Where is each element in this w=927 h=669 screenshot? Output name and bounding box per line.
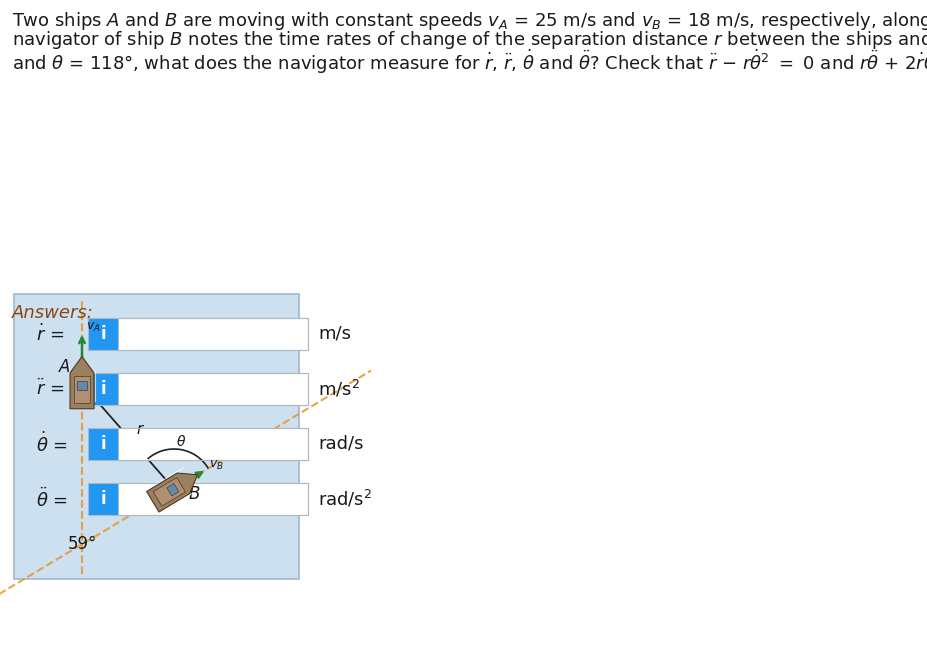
Bar	[88, 318, 118, 350]
Text: 59°: 59°	[68, 535, 97, 553]
Bar	[118, 428, 308, 460]
Text: Answers:: Answers:	[12, 304, 94, 322]
Polygon shape	[77, 381, 87, 389]
Polygon shape	[153, 478, 185, 506]
Text: $\dot{\theta}$ =: $\dot{\theta}$ =	[36, 432, 68, 456]
Text: rad/s$^2$: rad/s$^2$	[318, 488, 372, 510]
Bar	[118, 318, 308, 350]
Text: i: i	[100, 380, 106, 398]
Text: $v_A$: $v_A$	[86, 321, 101, 334]
Text: $\ddot{\theta}$ =: $\ddot{\theta}$ =	[36, 487, 68, 510]
Bar	[88, 373, 118, 405]
Text: and $\theta$ = 118°, what does the navigator measure for $\dot{r}$, $\ddot{r}$, : and $\theta$ = 118°, what does the navig…	[12, 48, 927, 76]
Bar	[88, 373, 308, 405]
Bar	[118, 373, 308, 405]
Polygon shape	[73, 376, 90, 403]
Text: m/s$^2$: m/s$^2$	[318, 379, 360, 399]
Polygon shape	[167, 484, 179, 496]
Text: i: i	[100, 435, 106, 453]
Bar	[88, 483, 308, 515]
Text: $\ddot{r}$ =: $\ddot{r}$ =	[36, 379, 64, 399]
Polygon shape	[146, 473, 197, 512]
Text: $A$: $A$	[57, 358, 71, 376]
Polygon shape	[70, 357, 94, 409]
Text: m/s: m/s	[318, 325, 350, 343]
Text: $\dot{r}$ =: $\dot{r}$ =	[36, 323, 64, 345]
Text: i: i	[100, 325, 106, 343]
Text: Two ships $A$ and $B$ are moving with constant speeds $v_A$ = 25 m/s and $v_B$ =: Two ships $A$ and $B$ are moving with co…	[12, 10, 927, 32]
Text: $\theta$: $\theta$	[176, 434, 186, 449]
Text: rad/s: rad/s	[318, 435, 363, 453]
Text: $B$: $B$	[188, 485, 200, 503]
Bar	[88, 428, 308, 460]
Text: navigator of ship $B$ notes the time rates of change of the separation distance : navigator of ship $B$ notes the time rat…	[12, 29, 927, 51]
Text: i: i	[100, 490, 106, 508]
Text: $r$: $r$	[136, 423, 145, 438]
Bar	[88, 318, 308, 350]
Bar	[14, 294, 298, 579]
Bar	[118, 483, 308, 515]
Text: $v_B$: $v_B$	[209, 458, 223, 472]
Bar	[88, 483, 118, 515]
Bar	[88, 428, 118, 460]
